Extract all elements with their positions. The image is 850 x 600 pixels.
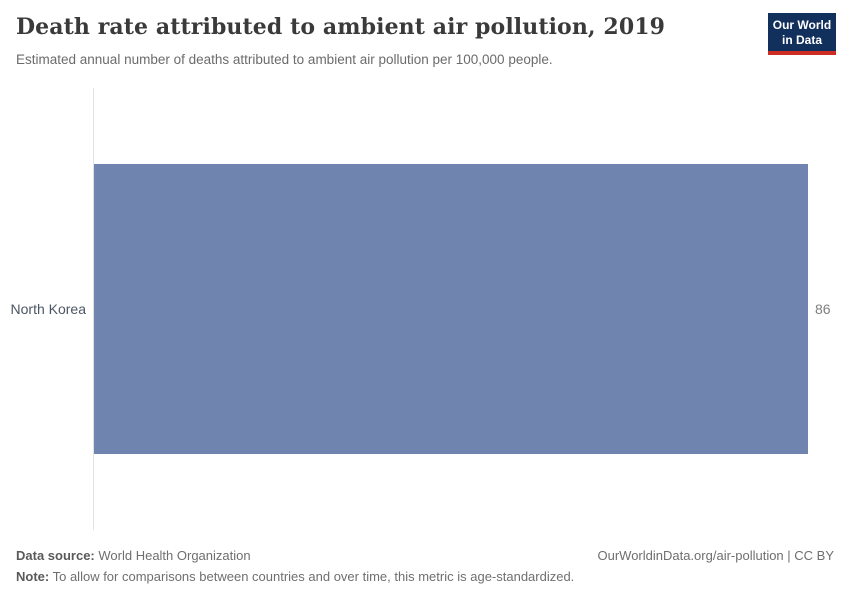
y-axis-line xyxy=(93,88,94,530)
page-subtitle: Estimated annual number of deaths attrib… xyxy=(16,52,553,67)
owid-logo-line2: in Data xyxy=(781,32,822,47)
page-title: Death rate attributed to ambient air pol… xyxy=(16,14,666,40)
owid-logo[interactable]: Our World in Data xyxy=(768,13,836,55)
value-label: 86 xyxy=(815,301,831,317)
bar[interactable] xyxy=(94,164,808,454)
data-source-value: World Health Organization xyxy=(98,548,251,563)
footer-link[interactable]: OurWorldinData.org/air-pollution | CC BY xyxy=(597,548,834,563)
bar-chart: North Korea 86 xyxy=(0,88,850,530)
owid-logo-line1: Our World xyxy=(772,18,832,32)
note-value: To allow for comparisons between countri… xyxy=(52,569,575,584)
footer-data-source: Data source: World Health Organization xyxy=(16,548,251,563)
footer-note: Note: To allow for comparisons between c… xyxy=(16,569,574,584)
category-label: North Korea xyxy=(10,301,86,317)
note-label: Note: xyxy=(16,569,50,584)
data-source-label: Data source: xyxy=(16,548,95,563)
